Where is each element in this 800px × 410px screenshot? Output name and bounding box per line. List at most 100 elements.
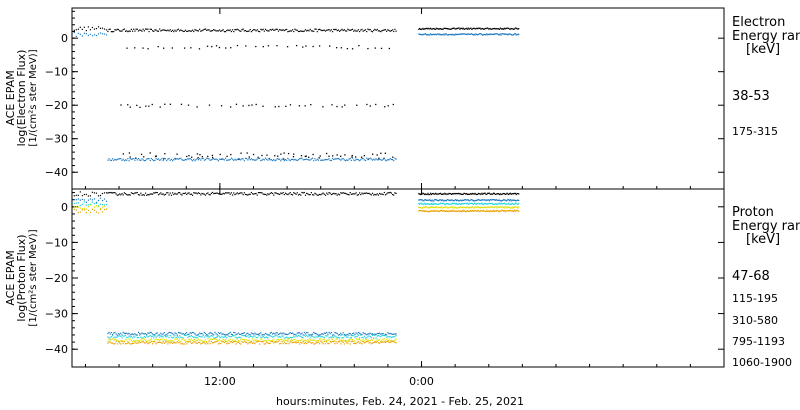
data-point <box>151 103 153 106</box>
data-point <box>163 47 165 49</box>
data-point <box>515 34 517 36</box>
data-point <box>139 106 141 109</box>
data-point <box>512 193 514 195</box>
data-point <box>279 333 281 335</box>
data-point <box>344 192 347 195</box>
data-point <box>257 333 260 335</box>
data-point <box>515 202 517 204</box>
data-point <box>120 158 122 160</box>
data-point <box>235 29 237 31</box>
data-point <box>291 339 294 342</box>
data-point <box>290 337 292 339</box>
data-point <box>343 159 345 161</box>
data-point <box>432 210 434 212</box>
data-point <box>141 332 143 334</box>
data-point <box>457 210 459 212</box>
data-point <box>436 203 438 206</box>
data-point <box>319 335 321 337</box>
data-point <box>121 337 123 339</box>
data-point <box>259 333 261 335</box>
data-point <box>233 335 235 337</box>
data-point <box>380 340 382 342</box>
data-point <box>363 192 365 194</box>
proton-legend-title-3: [keV] <box>746 232 780 247</box>
data-point <box>195 159 197 161</box>
data-point <box>93 34 96 36</box>
data-point <box>459 206 461 209</box>
data-point <box>297 341 300 343</box>
data-point <box>190 30 193 32</box>
data-point <box>153 337 155 339</box>
data-point <box>490 199 492 201</box>
data-point <box>161 157 163 160</box>
data-point <box>503 207 506 209</box>
data-point <box>206 342 208 344</box>
data-point <box>99 194 102 197</box>
data-point <box>430 34 432 36</box>
data-point <box>317 334 320 336</box>
data-point <box>283 152 285 154</box>
data-point <box>435 210 438 212</box>
data-point <box>356 158 358 161</box>
data-point <box>75 35 77 37</box>
data-point <box>427 192 429 194</box>
data-point <box>503 192 505 195</box>
data-point <box>308 30 310 32</box>
data-point <box>274 335 276 337</box>
data-point <box>303 331 305 334</box>
data-point <box>445 211 447 213</box>
data-point <box>419 209 421 212</box>
data-point <box>133 342 135 344</box>
data-point <box>186 193 188 196</box>
data-point <box>515 200 517 202</box>
data-point <box>323 338 325 341</box>
data-point <box>325 152 328 155</box>
data-point <box>476 203 478 205</box>
data-point <box>481 28 483 30</box>
y-tick-label: 0 <box>61 32 68 45</box>
data-point <box>322 192 324 194</box>
data-point <box>107 342 109 344</box>
data-point <box>221 340 223 343</box>
data-point <box>148 105 150 107</box>
data-point <box>346 193 348 195</box>
data-point <box>139 334 141 336</box>
data-point <box>493 206 495 208</box>
data-point <box>424 199 427 201</box>
data-point <box>173 334 175 336</box>
data-point <box>279 29 281 31</box>
data-point <box>440 200 443 202</box>
data-point <box>290 341 292 343</box>
data-point <box>300 194 302 196</box>
data-point <box>361 334 363 336</box>
data-point <box>350 336 352 339</box>
data-point <box>226 340 228 342</box>
data-point <box>431 28 433 30</box>
data-point <box>513 206 515 209</box>
data-point <box>503 202 506 204</box>
data-point <box>124 338 127 340</box>
data-point <box>448 28 450 30</box>
data-point <box>461 33 463 35</box>
data-point <box>482 28 485 30</box>
data-point <box>453 33 455 36</box>
data-point <box>140 192 142 194</box>
data-point <box>380 336 382 338</box>
data-point <box>344 154 346 156</box>
data-point <box>353 193 355 195</box>
data-point <box>146 158 148 160</box>
data-point <box>171 337 174 339</box>
data-point <box>320 338 322 340</box>
data-point <box>288 338 290 340</box>
data-point <box>501 193 503 195</box>
data-point <box>360 334 362 336</box>
data-point <box>473 200 475 202</box>
data-point <box>368 29 370 31</box>
data-point <box>438 28 440 30</box>
data-point <box>149 152 151 154</box>
data-point <box>223 31 225 33</box>
data-point <box>159 159 161 161</box>
data-point <box>247 159 249 161</box>
data-point <box>226 159 228 161</box>
data-point <box>324 194 327 196</box>
